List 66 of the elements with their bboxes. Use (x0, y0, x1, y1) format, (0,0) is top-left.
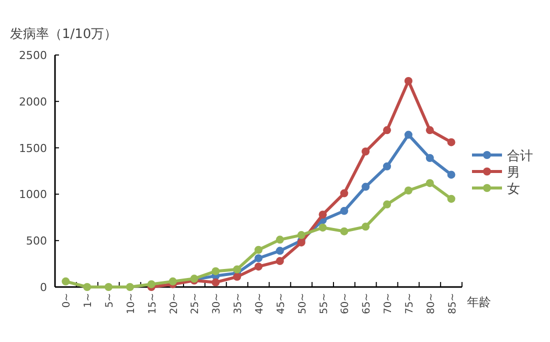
point (104, 283, 113, 291)
y-tick-label: 500 (26, 234, 47, 248)
point (404, 76, 412, 85)
x-tick-label: 25~ (190, 293, 202, 314)
point (212, 278, 220, 286)
x-tick-label: 60~ (340, 293, 352, 314)
point (404, 130, 412, 139)
point (362, 182, 370, 191)
point (426, 179, 434, 188)
x-tick-label: 80~ (426, 293, 437, 314)
x-tick-label: 1~ (83, 293, 94, 308)
point (276, 236, 284, 244)
point (383, 200, 392, 208)
point (276, 246, 284, 255)
x-tick-label: 45~ (276, 293, 287, 314)
legend-label: 男 (507, 166, 520, 180)
point (276, 257, 284, 266)
x-tick-label: 20~ (168, 293, 180, 314)
x-tick-label: 5~ (104, 293, 116, 308)
legend-label: 合计 (507, 149, 533, 164)
point (212, 267, 220, 276)
x-tick-label: 50~ (297, 293, 308, 314)
legend-label: 女 (507, 182, 520, 197)
x-tick-label: 85~ (447, 293, 458, 314)
y-axis-title: 发病率（1/10万） (10, 26, 118, 42)
x-tick-label: 35~ (233, 293, 244, 314)
point (318, 224, 327, 232)
point (447, 138, 456, 146)
x-tick-label: 15~ (147, 293, 158, 314)
point (233, 265, 242, 274)
point (447, 194, 456, 203)
x-tick-label: 70~ (383, 293, 394, 314)
x-tick-label: 65~ (362, 293, 373, 314)
x-tick-label: 40~ (254, 293, 266, 314)
point (383, 162, 392, 170)
point (383, 126, 392, 134)
point (447, 170, 456, 179)
y-tick-label: 1000 (19, 188, 47, 202)
point (297, 231, 306, 240)
point (126, 283, 134, 291)
y-tick-label: 0 (40, 281, 47, 294)
point (62, 277, 70, 286)
point (340, 227, 348, 236)
x-tick-label: 10~ (126, 293, 137, 314)
point (83, 283, 92, 291)
x-tick-label: 55~ (318, 293, 330, 314)
x-axis-title: 年龄 (467, 295, 491, 309)
point (404, 186, 412, 194)
y-tick-label: 1500 (19, 142, 47, 155)
point (426, 154, 434, 162)
point (426, 126, 434, 134)
point (362, 222, 370, 231)
point (254, 262, 262, 271)
y-tick-label: 2000 (19, 95, 47, 108)
x-tick-label: 0~ (62, 293, 73, 308)
point (254, 246, 262, 254)
point (318, 210, 327, 219)
x-tick-label: 75~ (404, 293, 416, 314)
y-tick-label: 2500 (19, 49, 47, 62)
point (340, 189, 348, 198)
point (362, 148, 370, 156)
point (233, 272, 242, 281)
point (147, 280, 156, 288)
point (340, 206, 348, 215)
x-tick-label: 30~ (212, 293, 223, 314)
point (254, 254, 262, 262)
